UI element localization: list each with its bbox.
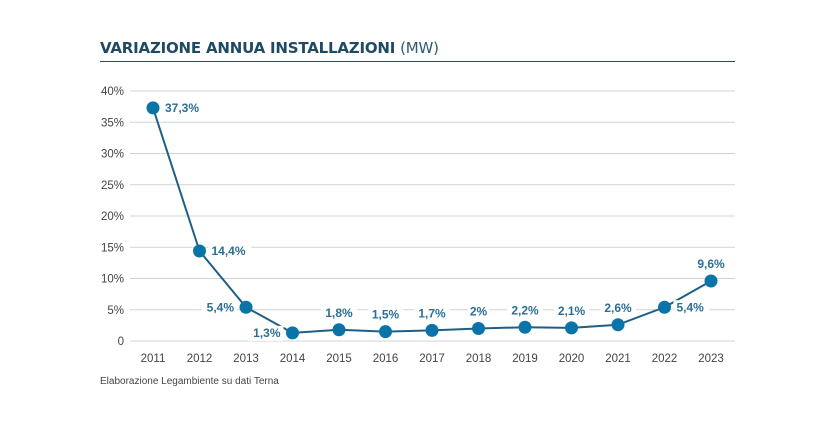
y-tick-label: 10%: [101, 274, 124, 286]
data-point: [425, 323, 439, 337]
x-tick-label: 2018: [466, 353, 492, 365]
chart-title-bar: VARIAZIONE ANNUA INSTALLAZIONI (MW): [100, 39, 735, 62]
data-label: 1,5%: [372, 308, 400, 322]
data-label-bg: [162, 100, 205, 116]
data-label-bg: [507, 303, 543, 319]
y-tick-label: 30%: [101, 149, 124, 161]
data-point: [332, 323, 346, 337]
data-label: 2,1%: [558, 304, 586, 318]
data-label: 1,8%: [325, 306, 353, 320]
series-line: [152, 107, 712, 334]
x-tick-label: 2012: [187, 353, 213, 365]
data-label: 9,6%: [697, 257, 725, 271]
data-label: 5,4%: [207, 300, 235, 314]
data-label-bg: [600, 300, 636, 316]
data-points: [146, 101, 718, 340]
series-line-path: [152, 107, 712, 334]
data-label-bg: [321, 305, 357, 321]
data-point: [518, 320, 532, 334]
x-tick-label: 2015: [326, 353, 352, 365]
data-point: [239, 300, 253, 314]
data-point: [286, 326, 299, 340]
x-tick-label: 2022: [652, 353, 678, 365]
x-tick-label: 2023: [698, 353, 724, 365]
data-label-bg: [367, 307, 404, 323]
data-label: 1,3%: [253, 326, 281, 340]
y-tick-label: 5%: [107, 305, 124, 317]
x-tick-label: 2019: [512, 353, 538, 365]
x-tick-label: 2017: [419, 353, 445, 365]
data-label: 37,3%: [165, 101, 199, 115]
data-label-bg: [468, 304, 489, 320]
data-label-bg: [693, 257, 729, 272]
data-label: 5,4%: [677, 300, 705, 314]
y-tick-label: 0: [118, 336, 124, 348]
data-label-bg: [673, 300, 710, 316]
chart-title-unit: (MW): [400, 39, 439, 57]
data-label-bg: [414, 306, 450, 322]
data-label: 2%: [470, 305, 488, 319]
y-tick-label: 25%: [101, 180, 124, 192]
y-tick-label: 15%: [101, 242, 124, 254]
data-labels: 37,3% 14,4% 5,4% 1,3% 1,8% 1,5% 1,7% 2% 2,2% 2,1%…: [162, 100, 729, 341]
data-point: [472, 322, 485, 335]
data-point: [379, 325, 392, 339]
data-label: 2,2%: [511, 303, 539, 317]
data-label: 2,6%: [604, 301, 632, 315]
x-tick-label: 2014: [280, 353, 306, 365]
x-axis-ticks: 2011 2012 2013 2014 2015 2016 2017 2018 2019 2020…: [141, 353, 724, 365]
data-point: [611, 318, 625, 332]
data-point: [193, 244, 206, 258]
y-tick-label: 35%: [101, 117, 124, 129]
x-tick-label: 2013: [233, 353, 259, 365]
data-label: 1,7%: [418, 306, 446, 320]
data-label-bg: [201, 300, 237, 316]
x-tick-label: 2016: [373, 353, 399, 365]
data-label: 14,4%: [212, 244, 246, 258]
data-label-bg: [247, 325, 284, 341]
x-tick-label: 2011: [141, 353, 166, 365]
y-tick-label: 40%: [101, 86, 124, 98]
x-tick-label: 2020: [559, 353, 585, 365]
data-point: [658, 300, 671, 314]
chart-title-text: VARIAZIONE ANNUA INSTALLAZIONI: [100, 39, 396, 57]
y-tick-label: 20%: [101, 211, 124, 223]
y-axis-ticks: 0 5% 10% 15% 20% 25% 30% 35% 40%: [101, 86, 124, 348]
x-tick-label: 2021: [605, 353, 631, 365]
data-label-bg: [553, 303, 590, 319]
chart-title: VARIAZIONE ANNUA INSTALLAZIONI (MW): [100, 39, 439, 57]
data-point: [146, 101, 160, 115]
data-point: [565, 321, 578, 335]
data-label-bg: [208, 244, 252, 259]
data-point: [704, 274, 718, 288]
source-note: Elaborazione Legambiente su dati Terna: [100, 376, 279, 387]
